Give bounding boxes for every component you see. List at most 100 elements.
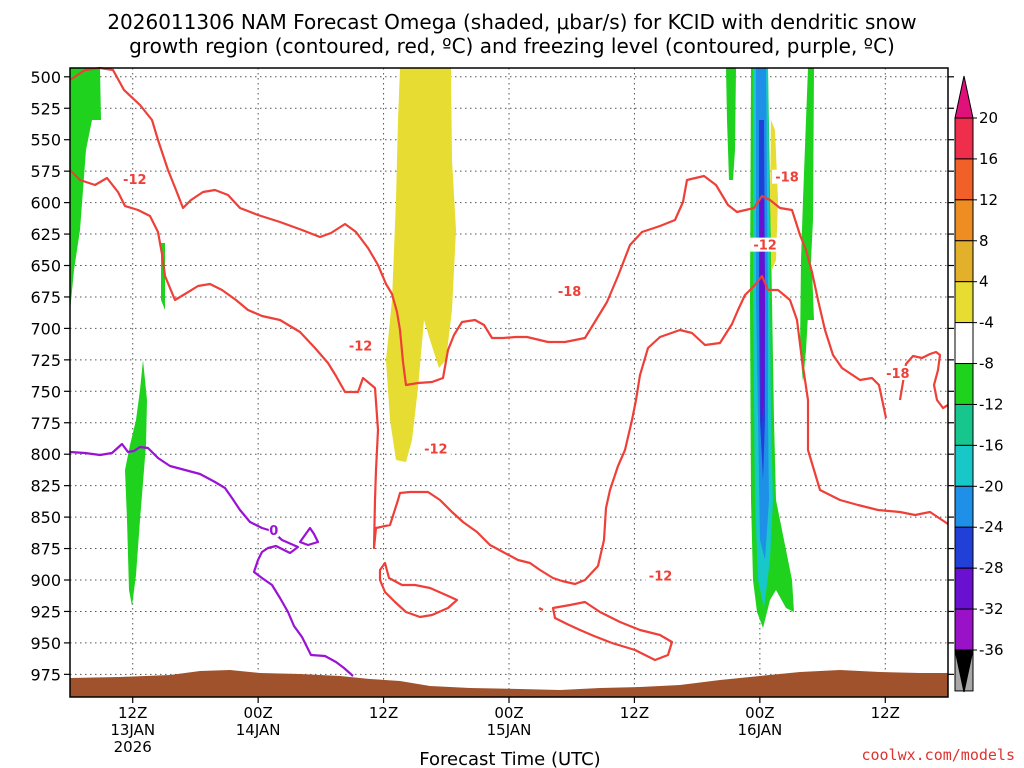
- y-tick-label: 725: [30, 351, 61, 370]
- x-tick-label: 12Z: [620, 704, 649, 722]
- colorbar-swatch: [954, 158, 974, 201]
- colorbar-swatch: [954, 567, 974, 610]
- chart-title-line-1: 2026011306 NAM Forecast Omega (shaded, μ…: [107, 10, 916, 34]
- colorbar-swatch: [954, 322, 974, 365]
- contour-label-bg: [345, 338, 376, 353]
- x-tick-label: 00Z: [494, 704, 523, 722]
- colorbar-label: -24: [979, 518, 1004, 536]
- y-tick-label: 550: [30, 131, 61, 150]
- y-tick-label: 825: [30, 477, 61, 496]
- contour-label: -12: [649, 569, 673, 584]
- y-tick-label: 950: [30, 634, 61, 653]
- contour-label: 0: [269, 524, 278, 539]
- grid-lines: [70, 68, 948, 697]
- colorbar-label: 20: [979, 109, 998, 127]
- contour-label: -12: [424, 442, 448, 457]
- terrain-fill: [70, 670, 948, 697]
- x-tick-label: 12Z: [871, 704, 900, 722]
- x-tick-label: 13JAN: [110, 721, 155, 739]
- contour-label-bg: [268, 523, 279, 538]
- contour-label: -12: [349, 339, 373, 354]
- credit-text: coolwx.com/models: [861, 746, 1015, 764]
- contour-labels: -12 -12 -12 -18 -12 -12 -18 -18 0: [119, 169, 913, 584]
- omega-yellow-region-right: [770, 120, 778, 270]
- dgz-contour-low-closed-b: [551, 600, 674, 662]
- omega-green-region-right-b: [800, 68, 814, 382]
- contour-label: -12: [753, 239, 777, 254]
- dgz-contour-upper-right: [898, 350, 949, 410]
- x-tick-label: 12Z: [118, 704, 147, 722]
- y-tick-label: 675: [30, 288, 61, 307]
- x-tick-label: 14JAN: [236, 721, 281, 739]
- dgz-contour-low-closed-a: [378, 561, 459, 619]
- x-tick-label: 16JAN: [737, 721, 782, 739]
- colorbar-label: 16: [979, 150, 998, 168]
- y-tick-label: 650: [30, 257, 61, 276]
- contour-label-bg: [750, 237, 781, 252]
- contour-label: -18: [886, 367, 910, 382]
- colorbar-label: -8: [979, 355, 994, 373]
- y-tick-label: 800: [30, 445, 61, 464]
- colorbar-swatch: [954, 363, 974, 405]
- x-tick-label: 00Z: [243, 704, 272, 722]
- colorbar-label: 4: [979, 273, 989, 291]
- colorbar-label: -12: [979, 395, 1004, 413]
- colorbar-label: -16: [979, 436, 1004, 454]
- y-tick-label: 750: [30, 382, 61, 401]
- colorbar-label: -28: [979, 559, 1004, 577]
- y-tick-label: 925: [30, 602, 61, 621]
- colorbar-swatch: [954, 526, 974, 569]
- colorbar-swatch: [954, 485, 974, 528]
- y-tick-label: 525: [30, 99, 61, 118]
- y-tick-label: 600: [30, 194, 61, 213]
- dgz-contour-upper: [69, 66, 888, 419]
- x-axis-title: Forecast Time (UTC): [419, 749, 600, 768]
- x-tick-label: 12Z: [369, 704, 398, 722]
- omega-green-region-left-low: [125, 360, 147, 606]
- omega-purple-core: [760, 200, 765, 430]
- colorbar-label: -32: [979, 600, 1004, 618]
- colorbar-swatch: [954, 403, 974, 446]
- x-tick-label: 2026: [114, 738, 152, 756]
- colorbar-swatch: [954, 444, 974, 487]
- colorbar-label: 12: [979, 191, 998, 209]
- y-tick-label: 850: [30, 508, 61, 527]
- dgz-contour-dot: [538, 607, 544, 611]
- colorbar-label: -36: [979, 641, 1004, 659]
- contour-label-bg: [554, 284, 585, 299]
- contour-label-bg: [119, 172, 150, 187]
- colorbar-swatch: [954, 240, 974, 283]
- y-tick-label: 625: [30, 225, 61, 244]
- colorbar-label: -20: [979, 477, 1004, 495]
- colorbar-swatch: [954, 281, 974, 324]
- omega-shading: [70, 68, 814, 628]
- axes: 500 525 550 575 600 625 650 675 700 725 750 775 800 8…: [30, 67, 954, 756]
- contour-label: -18: [775, 171, 799, 186]
- colorbar: 20 16 12 8 4 -4 -8 -12 -16 -20 -24 -28 -32 -36: [954, 75, 1004, 693]
- omega-green-region-left-top: [70, 68, 101, 312]
- omega-green-region-right-a: [726, 68, 736, 180]
- freezing-level-closed: [298, 526, 320, 547]
- x-tick-label: 15JAN: [487, 721, 532, 739]
- colorbar-swatch: [954, 608, 974, 651]
- colorbar-swatch: [954, 117, 974, 160]
- contour-label-bg: [420, 441, 451, 456]
- colorbar-bottom-arrow: [954, 649, 974, 693]
- y-tick-label: 900: [30, 571, 61, 590]
- contour-label-bg: [882, 365, 913, 380]
- contour-label-bg: [645, 568, 676, 583]
- y-tick-label: 875: [30, 540, 61, 559]
- colorbar-swatch: [954, 199, 974, 242]
- y-tick-label: 575: [30, 162, 61, 181]
- y-tick-label: 500: [30, 68, 61, 87]
- chart-title-line-2: growth region (contoured, red, ºC) and f…: [129, 34, 895, 58]
- dgz-contours: [69, 66, 949, 662]
- colorbar-label: 8: [979, 232, 989, 250]
- x-tick-label: 00Z: [745, 704, 774, 722]
- contour-label: -18: [558, 285, 582, 300]
- y-tick-label: 975: [30, 665, 61, 684]
- colorbar-label: -4: [979, 314, 994, 332]
- y-tick-label: 700: [30, 319, 61, 338]
